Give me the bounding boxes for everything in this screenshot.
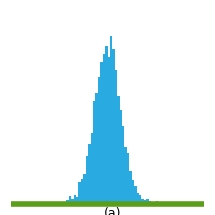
Bar — [108, 57, 110, 202]
Bar — [112, 49, 115, 202]
Bar — [110, 36, 112, 202]
Bar — [134, 186, 137, 202]
Bar — [66, 200, 69, 202]
Bar — [88, 144, 91, 202]
Bar — [105, 46, 108, 202]
Bar — [144, 200, 146, 202]
Bar — [95, 93, 98, 202]
Bar — [69, 196, 71, 202]
Bar — [93, 101, 95, 202]
Bar — [146, 199, 149, 202]
Bar — [83, 174, 86, 202]
Bar — [91, 134, 93, 202]
Bar — [124, 147, 127, 202]
Bar — [141, 199, 144, 202]
Bar — [149, 201, 151, 202]
Bar — [76, 197, 78, 202]
Bar — [139, 195, 141, 202]
Bar — [129, 171, 132, 202]
Bar — [122, 126, 124, 202]
Bar — [127, 153, 129, 202]
Bar — [74, 195, 76, 202]
Bar — [98, 77, 100, 202]
Bar — [81, 179, 83, 202]
Bar — [115, 70, 117, 202]
Bar — [137, 193, 139, 202]
Text: (a): (a) — [104, 207, 122, 215]
Bar — [156, 201, 158, 202]
Bar — [78, 182, 81, 202]
Bar — [64, 201, 66, 202]
Bar — [71, 199, 74, 202]
Bar — [132, 180, 134, 202]
Bar — [120, 110, 122, 202]
Bar — [117, 96, 120, 202]
Bar — [100, 62, 103, 202]
Bar — [86, 156, 88, 202]
Bar — [103, 54, 105, 202]
